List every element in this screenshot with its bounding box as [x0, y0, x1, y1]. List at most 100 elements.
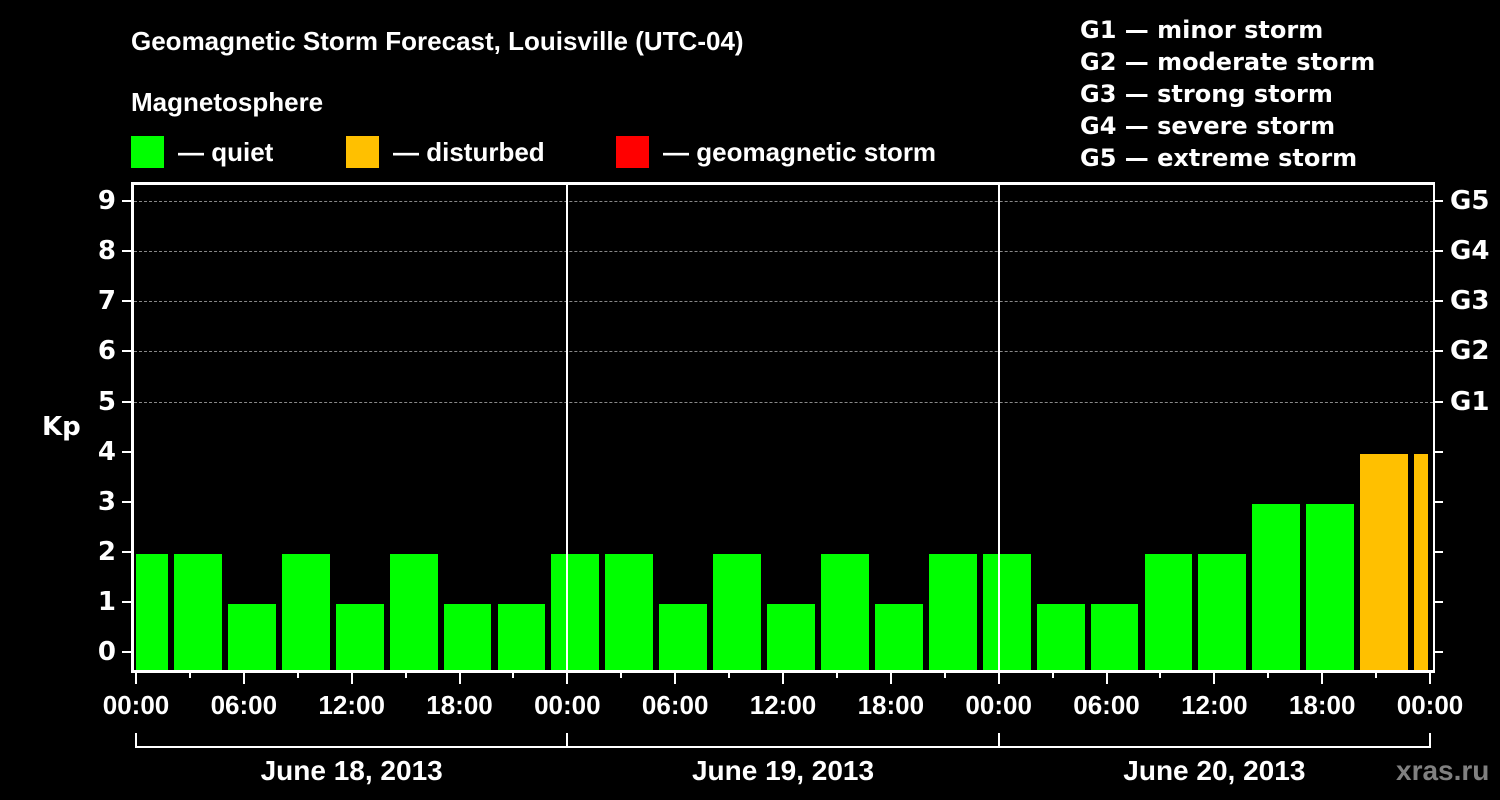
x-tick	[1159, 670, 1162, 678]
y-tick-label: 3	[97, 486, 116, 517]
x-tick	[674, 670, 677, 684]
x-tick-label: 18:00	[857, 690, 925, 720]
x-tick	[1105, 670, 1108, 684]
x-tick	[1213, 670, 1216, 684]
date-bracket-tick	[1429, 733, 1431, 748]
g-scale-label: G3	[1450, 286, 1490, 317]
quiet-swatch-icon	[131, 136, 164, 168]
disturbed-swatch-icon	[346, 136, 379, 168]
y-tick-label: 8	[97, 236, 116, 267]
x-tick	[566, 670, 569, 684]
kp-bar	[982, 553, 1031, 670]
x-tick	[512, 670, 515, 678]
x-tick-label: 12:00	[1181, 690, 1248, 720]
x-tick	[782, 670, 784, 684]
x-tick	[458, 670, 461, 684]
x-tick	[997, 670, 1000, 684]
legend-quiet-label: — quiet	[178, 136, 274, 167]
y-axis-label: Kp	[42, 412, 81, 442]
x-tick	[889, 670, 892, 684]
g-scale-label: G1	[1450, 386, 1490, 417]
right-y-tick	[1433, 350, 1443, 353]
y-tick-label: 0	[97, 637, 116, 667]
gridline	[134, 401, 1433, 403]
plot-area	[131, 182, 1435, 673]
y-tick	[122, 651, 132, 653]
kp-bar	[1252, 503, 1301, 670]
chart-title: Geomagnetic Storm Forecast, Louisville (…	[131, 26, 744, 56]
x-tick-label: 06:00	[1073, 690, 1140, 720]
kp-bar	[605, 553, 654, 670]
right-y-tick	[1433, 651, 1443, 653]
x-tick	[1051, 670, 1054, 678]
x-tick	[135, 670, 137, 684]
gridline	[134, 251, 1433, 253]
kp-bar	[1360, 453, 1409, 670]
kp-bar	[443, 603, 492, 670]
right-y-tick	[1433, 500, 1443, 503]
kp-bar	[1036, 603, 1085, 670]
legend-storm: — geomagnetic storm	[616, 136, 936, 168]
kp-bar	[281, 553, 330, 670]
storm-scale-legend: G1 — minor storm G2 — moderate storm G3 …	[1080, 14, 1375, 174]
x-tick-label: 06:00	[210, 690, 278, 720]
x-tick	[835, 670, 838, 678]
x-tick	[943, 670, 946, 678]
right-y-tick	[1433, 200, 1443, 203]
x-tick-label: 00:00	[965, 690, 1032, 720]
x-tick-label: 06:00	[641, 690, 709, 720]
right-y-tick	[1433, 450, 1443, 453]
y-tick	[122, 300, 132, 303]
storm-swatch-icon	[616, 136, 649, 168]
x-tick-label: 12:00	[749, 690, 817, 720]
y-tick-label: 5	[97, 386, 116, 417]
gridline	[134, 351, 1433, 353]
kp-bar	[335, 603, 384, 670]
chart-subtitle: Magnetosphere	[131, 87, 324, 117]
x-tick	[350, 670, 353, 684]
date-bracket-tick	[997, 733, 1000, 748]
y-tick	[122, 500, 132, 503]
x-tick-label: 00:00	[534, 690, 601, 720]
x-tick	[242, 670, 245, 684]
storm-scale-g2: G2 — moderate storm	[1080, 48, 1376, 76]
storm-scale-g5: G5 — extreme storm	[1080, 144, 1358, 172]
y-tick-label: 2	[97, 536, 116, 567]
day-separator	[566, 185, 569, 670]
g-scale-label: G5	[1450, 186, 1490, 217]
right-y-tick	[1433, 550, 1443, 553]
y-tick	[122, 250, 132, 253]
kp-bar	[767, 603, 815, 670]
x-tick-label: 00:00	[102, 690, 170, 720]
gridline	[134, 201, 1433, 203]
kp-bar	[713, 553, 762, 670]
kp-bar	[821, 553, 869, 670]
x-tick	[728, 670, 731, 678]
y-tick-label: 6	[97, 336, 116, 367]
kp-bar	[1306, 503, 1355, 670]
x-tick	[1267, 670, 1270, 678]
y-tick-label: 7	[97, 286, 116, 317]
x-tick-label: 18:00	[1288, 690, 1356, 720]
g-scale-label: G2	[1450, 336, 1490, 367]
kp-bar	[227, 603, 276, 670]
y-tick-label: 9	[97, 186, 116, 217]
right-y-tick	[1433, 400, 1443, 403]
kp-bar	[659, 603, 708, 670]
gridline	[134, 301, 1433, 303]
date-bracket	[136, 746, 1430, 748]
legend-disturbed: — disturbed	[346, 136, 545, 168]
kp-bar	[1198, 553, 1247, 670]
y-tick	[122, 400, 132, 403]
date-label: June 19, 2013	[691, 755, 875, 786]
kp-bar	[1144, 553, 1193, 670]
x-tick	[1321, 670, 1324, 684]
y-tick-label: 4	[97, 436, 116, 467]
x-tick	[404, 670, 407, 678]
y-tick	[122, 550, 132, 553]
y-tick	[122, 350, 132, 353]
date-label: June 20, 2013	[1123, 755, 1306, 786]
date-label: June 18, 2013	[260, 755, 443, 786]
legend-quiet: — quiet	[131, 136, 273, 168]
x-tick	[188, 670, 191, 678]
